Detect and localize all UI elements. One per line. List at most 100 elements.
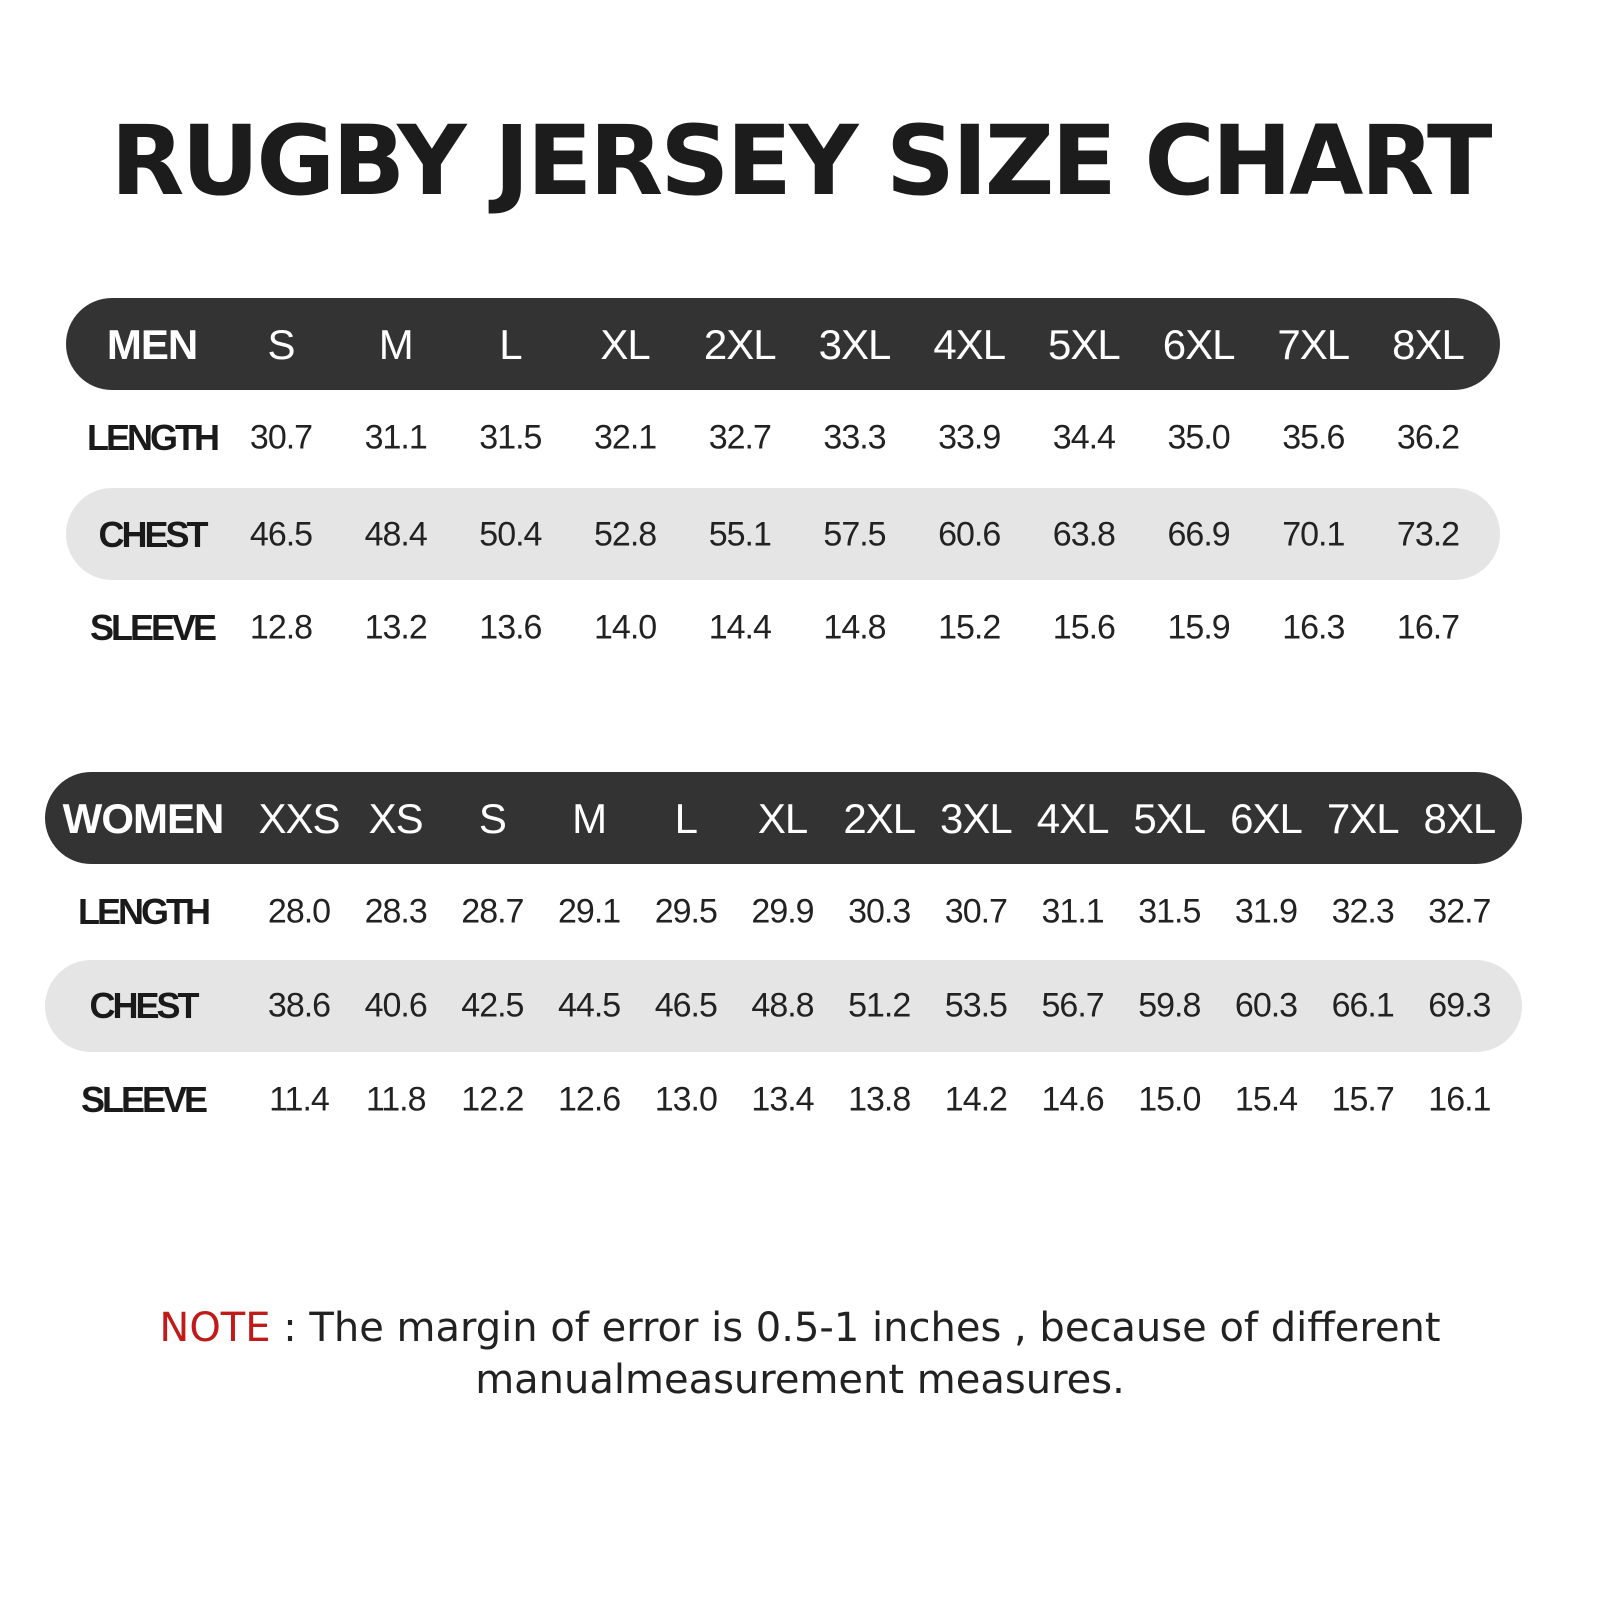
measurement-cell: 29.1 <box>558 892 621 931</box>
measurement-cell: 48.8 <box>751 986 814 1025</box>
measurement-cell: 52.8 <box>594 515 657 554</box>
row-label-chest: CHEST <box>98 514 208 555</box>
size-header: 7XL <box>1326 795 1400 842</box>
size-header: 5XL <box>1048 321 1121 368</box>
measurement-cell: 40.6 <box>364 986 428 1025</box>
measurement-cell: 32.1 <box>594 418 657 457</box>
measurement-cell: 31.1 <box>364 418 428 457</box>
measurement-cell: 15.0 <box>1138 1080 1201 1119</box>
measurement-cell: 29.9 <box>751 892 814 931</box>
size-header: 3XL <box>818 321 892 368</box>
measurement-cell: 66.1 <box>1331 986 1395 1025</box>
measurement-cell: 13.4 <box>751 1080 814 1119</box>
measurement-cell: 59.8 <box>1138 986 1201 1025</box>
measurement-cell: 30.3 <box>848 892 911 931</box>
measurement-cell: 15.9 <box>1167 608 1231 647</box>
men-chest-stripe <box>66 488 1500 580</box>
size-header: 6XL <box>1162 321 1236 368</box>
measurement-cell: 36.2 <box>1396 418 1460 457</box>
size-header: S <box>478 795 507 842</box>
measurement-cell: 30.7 <box>944 892 1008 931</box>
measurement-cell: 55.1 <box>708 515 772 554</box>
measurement-cell: 35.0 <box>1167 418 1231 457</box>
size-header: XL <box>757 795 808 842</box>
measurement-cell: 31.5 <box>479 418 542 457</box>
measurement-cell: 16.3 <box>1282 608 1345 647</box>
note-label: NOTE <box>159 1305 271 1351</box>
note-text-1: : The margin of error is 0.5-1 inches , … <box>270 1305 1441 1351</box>
measurement-cell: 33.3 <box>823 418 886 457</box>
size-header: 2XL <box>843 795 916 842</box>
measurement-cell: 16.7 <box>1396 608 1460 647</box>
measurement-cell: 15.4 <box>1234 1080 1298 1119</box>
measurement-cell: 42.5 <box>461 986 524 1025</box>
measurement-cell: 14.0 <box>594 608 657 647</box>
note: NOTE : The margin of error is 0.5-1 inch… <box>0 1302 1600 1406</box>
size-header: 5XL <box>1133 795 1206 842</box>
measurement-cell: 31.1 <box>1041 892 1105 931</box>
size-header: M <box>378 321 414 368</box>
measurement-cell: 28.0 <box>267 892 331 931</box>
measurement-cell: 29.5 <box>654 892 718 931</box>
measurement-cell: 60.6 <box>938 515 1001 554</box>
measurement-cell: 35.6 <box>1282 418 1345 457</box>
row-label-length: LENGTH <box>87 417 220 458</box>
page-title: RUGBY JERSEY SIZE CHART <box>110 105 1492 217</box>
measurement-cell: 57.5 <box>823 515 886 554</box>
women-chest-stripe <box>45 960 1522 1052</box>
measurement-cell: 46.5 <box>654 986 718 1025</box>
measurement-cell: 70.1 <box>1282 515 1345 554</box>
measurement-cell: 11.4 <box>269 1080 330 1119</box>
measurement-cell: 14.8 <box>823 608 886 647</box>
size-header: XS <box>368 795 424 842</box>
measurement-cell: 13.0 <box>654 1080 718 1119</box>
size-header: 6XL <box>1230 795 1303 842</box>
measurement-cell: 13.2 <box>364 608 428 647</box>
measurement-cell: 14.2 <box>944 1080 1008 1119</box>
measurement-cell: 69.3 <box>1428 986 1491 1025</box>
measurement-cell: 60.3 <box>1234 986 1298 1025</box>
measurement-cell: 12.6 <box>558 1080 621 1119</box>
size-header: M <box>572 795 607 842</box>
men-header-bar <box>66 298 1500 390</box>
measurement-cell: 33.9 <box>938 418 1001 457</box>
size-header: 3XL <box>940 795 1013 842</box>
measurement-cell: 12.2 <box>461 1080 524 1119</box>
measurement-cell: 12.8 <box>249 608 313 647</box>
size-header: L <box>674 795 698 842</box>
measurement-cell: 14.4 <box>708 608 772 647</box>
measurement-cell: 15.2 <box>938 608 1001 647</box>
measurement-cell: 56.7 <box>1041 986 1105 1025</box>
measurement-cell: 15.7 <box>1331 1080 1395 1119</box>
row-label-sleeve: SLEEVE <box>89 607 217 648</box>
size-header: 4XL <box>933 321 1006 368</box>
size-header: 8XL <box>1392 321 1465 368</box>
group-label: MEN <box>106 321 198 368</box>
measurement-cell: 32.3 <box>1331 892 1395 931</box>
measurement-cell: 13.8 <box>848 1080 911 1119</box>
measurement-cell: 14.6 <box>1041 1080 1105 1119</box>
size-header: XXS <box>258 795 340 842</box>
measurement-cell: 53.5 <box>944 986 1008 1025</box>
measurement-cell: 48.4 <box>364 515 428 554</box>
size-header: S <box>267 321 295 368</box>
measurement-cell: 13.6 <box>479 608 542 647</box>
measurement-cell: 28.7 <box>461 892 524 931</box>
measurement-cell: 38.6 <box>267 986 331 1025</box>
size-header: L <box>499 321 522 368</box>
measurement-cell: 44.5 <box>558 986 621 1025</box>
women-header-bar <box>45 772 1522 864</box>
measurement-cell: 11.8 <box>365 1080 427 1119</box>
size-header: 2XL <box>703 321 777 368</box>
size-header: 7XL <box>1277 321 1350 368</box>
measurement-cell: 30.7 <box>249 418 313 457</box>
row-label-length: LENGTH <box>78 891 211 932</box>
measurement-cell: 73.2 <box>1396 515 1460 554</box>
measurement-cell: 28.3 <box>364 892 428 931</box>
size-header: 4XL <box>1036 795 1110 842</box>
row-label-sleeve: SLEEVE <box>80 1079 208 1120</box>
measurement-cell: 34.4 <box>1052 418 1116 457</box>
measurement-cell: 15.6 <box>1052 608 1116 647</box>
measurement-cell: 66.9 <box>1167 515 1231 554</box>
measurement-cell: 51.2 <box>848 986 911 1025</box>
